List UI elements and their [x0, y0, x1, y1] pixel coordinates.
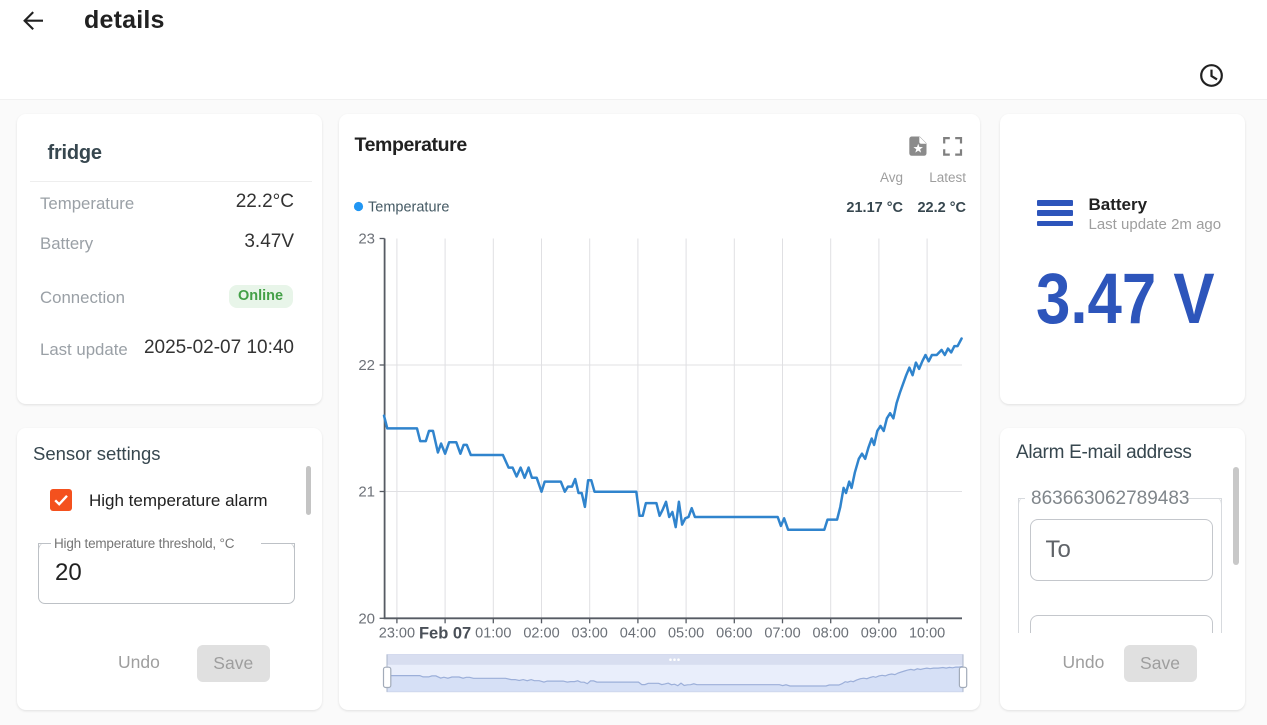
svg-text:22: 22 — [358, 357, 375, 374]
svg-text:Temperature: Temperature — [368, 200, 449, 216]
svg-text:03:00: 03:00 — [572, 626, 608, 642]
svg-text:21.17 °C: 21.17 °C — [846, 200, 903, 216]
svg-text:01:00: 01:00 — [475, 626, 511, 642]
svg-text:Avg: Avg — [880, 170, 903, 185]
svg-text:02:00: 02:00 — [523, 626, 559, 642]
svg-text:04:00: 04:00 — [620, 626, 656, 642]
svg-text:05:00: 05:00 — [668, 626, 704, 642]
svg-text:08:00: 08:00 — [813, 626, 849, 642]
svg-text:23: 23 — [358, 231, 375, 248]
svg-text:20: 20 — [358, 610, 375, 627]
svg-text:06:00: 06:00 — [716, 626, 752, 642]
svg-text:Latest: Latest — [929, 170, 966, 185]
svg-text:10:00: 10:00 — [909, 626, 945, 642]
svg-text:22.2 °C: 22.2 °C — [917, 200, 966, 216]
svg-text:07:00: 07:00 — [764, 626, 800, 642]
svg-text:23:00: 23:00 — [379, 626, 415, 642]
svg-text:09:00: 09:00 — [861, 626, 897, 642]
svg-text:21: 21 — [358, 484, 375, 501]
svg-text:Feb 07: Feb 07 — [419, 625, 471, 643]
